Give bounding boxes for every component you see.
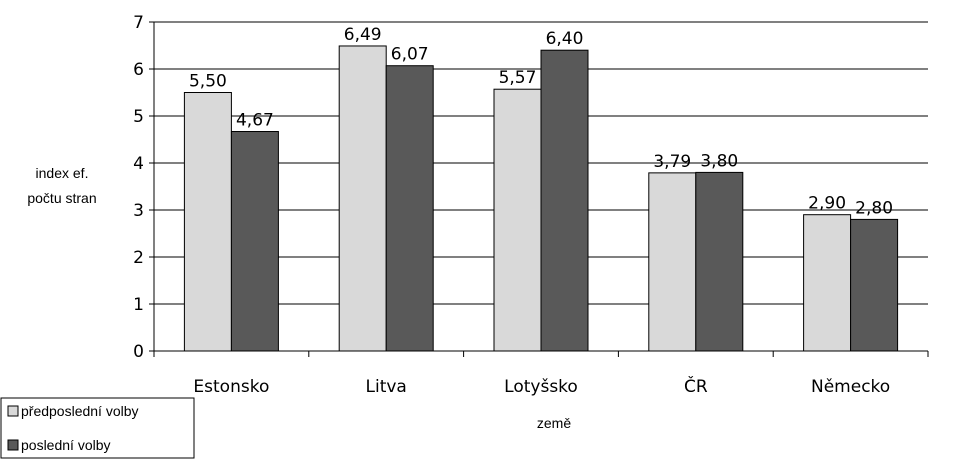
data-label: 5,50 — [189, 72, 227, 92]
bar-series-1 — [493, 88, 542, 352]
y-axis-label-line-1: index ef. — [36, 165, 89, 181]
data-label: 3,80 — [700, 151, 738, 171]
x-tick-label: ČR — [684, 375, 708, 397]
bar-series-1 — [803, 214, 852, 352]
y-tick-label: 4 — [133, 154, 144, 174]
legend-label-series-2: poslední volby — [21, 437, 111, 453]
data-label: 2,80 — [855, 198, 893, 218]
bar-series-1 — [183, 92, 232, 352]
legend-box — [0, 397, 195, 459]
y-tick-label: 3 — [133, 201, 144, 221]
bar-series-2 — [695, 171, 744, 352]
data-label: 6,49 — [344, 25, 382, 45]
bar-series-2 — [385, 65, 434, 352]
axes: 0 1 2 3 4 5 6 7 Estonsko Litva Lotyšsko ČR Německo — [133, 13, 929, 397]
data-label: 4,67 — [236, 111, 274, 131]
data-label: 2,90 — [808, 194, 846, 214]
data-labels: 5,50 6,49 5,57 3,79 2,90 4,67 6,07 6,40 3,80 2,80 — [189, 25, 893, 218]
bar-series-2 — [540, 49, 589, 352]
legend-swatch-series-1 — [7, 405, 19, 417]
data-label: 6,40 — [546, 29, 584, 49]
data-label: 5,57 — [499, 68, 537, 88]
y-tick-label: 2 — [133, 248, 144, 268]
y-tick-label: 1 — [133, 295, 144, 315]
bar-series-2 — [850, 218, 899, 352]
x-tick-label: Litva — [366, 377, 407, 397]
legend-swatch-series-2 — [7, 439, 19, 451]
x-axis-label: země — [537, 415, 571, 431]
bar-series-1 — [648, 172, 697, 352]
y-tick-label: 7 — [133, 13, 144, 33]
y-tick-label: 5 — [133, 107, 144, 127]
legend: předposlední volby poslední volby — [0, 397, 195, 459]
x-tick-label: Estonsko — [193, 377, 269, 397]
x-tick-label: Německo — [811, 377, 890, 397]
y-axis-label-line-2: počtu stran — [27, 190, 96, 206]
legend-label-series-1: předposlední volby — [21, 403, 139, 419]
y-tick-label: 0 — [133, 342, 144, 362]
bar-series-2 — [230, 131, 279, 352]
bars — [183, 45, 899, 352]
x-tick-label: Lotyšsko — [504, 377, 578, 397]
y-tick-label: 6 — [133, 60, 144, 80]
data-label: 6,07 — [391, 45, 429, 65]
data-label: 3,79 — [653, 152, 691, 172]
bar-series-1 — [338, 45, 387, 352]
